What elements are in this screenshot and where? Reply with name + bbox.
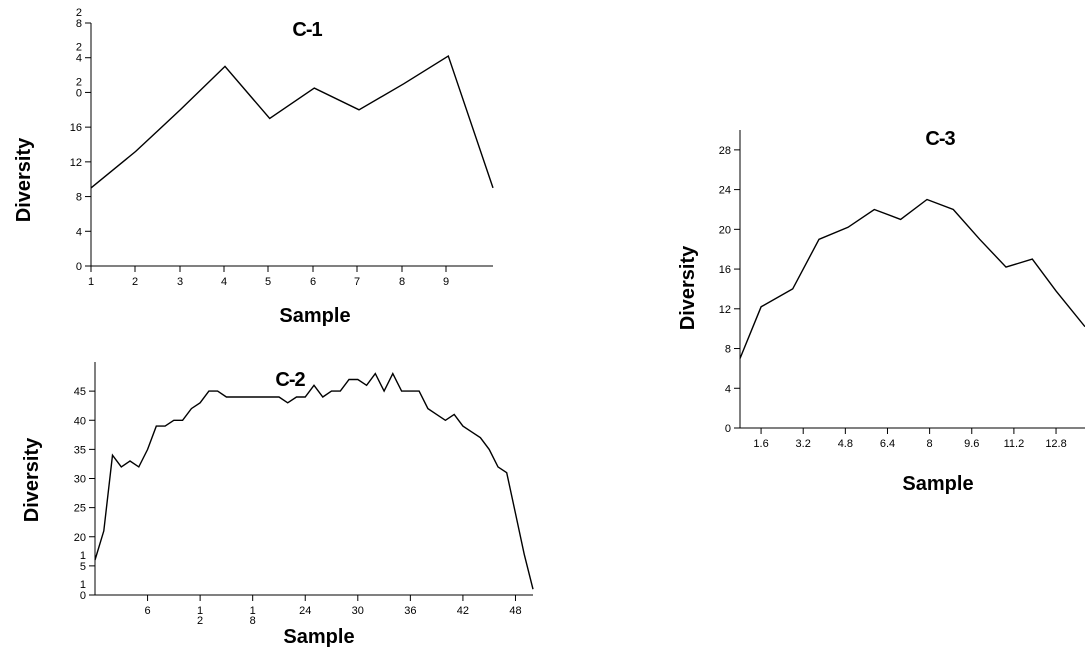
y-tick-label: 40 xyxy=(74,415,86,427)
chart-c2: 1 0 1 5 20 25 30 35 40 45 6 1 2 1 8 24 30 36 42 48 C-2 Sample… xyxy=(21,362,534,648)
series-line xyxy=(94,372,534,590)
series-line xyxy=(90,54,494,189)
x-tick-label: 9.6 xyxy=(964,438,979,450)
x-tick-label: 6.4 xyxy=(880,438,895,450)
y-tick-label: 25 xyxy=(74,503,86,515)
x-tick-label: 7 xyxy=(354,276,360,288)
y-tick-label: 30 xyxy=(74,474,86,486)
y-tick-label: 28 xyxy=(719,145,731,157)
y-tick-label: 20 xyxy=(719,224,731,236)
x-axis-label: Sample xyxy=(283,626,354,648)
y-tick-label: 20 xyxy=(74,532,86,544)
y-tick-label: 35 xyxy=(74,444,86,456)
y-tick-label: 0 xyxy=(725,423,731,435)
chart-c3: 0 4 8 12 16 20 24 28 1.6 3.2 4.8 6.4 8 9.6 11.2 12.8 C-3… xyxy=(677,128,1085,495)
x-tick-label: 3.2 xyxy=(796,438,811,450)
x-axis-label: Sample xyxy=(279,305,350,327)
x-tick-label: 4 xyxy=(221,276,227,288)
y-axis-label: Diversity xyxy=(13,137,35,222)
x-tick-label: 5 xyxy=(265,276,271,288)
y-tick-label: 4 xyxy=(76,226,82,238)
x-tick-label: 4.8 xyxy=(838,438,853,450)
y-tick-label: 16 xyxy=(70,122,82,134)
series-line xyxy=(739,198,1085,359)
x-tick-label: 24 xyxy=(299,605,311,617)
x-tick-label: 2 xyxy=(132,276,138,288)
x-tick-label: 1 xyxy=(88,276,94,288)
x-tick-label: 12.8 xyxy=(1045,438,1066,450)
chart-title: C-2 xyxy=(275,369,305,391)
chart-title: C-3 xyxy=(925,128,955,150)
y-tick-label: 24 xyxy=(719,185,731,197)
y-tick-label: 0 xyxy=(76,261,82,273)
x-tick-label: 6 xyxy=(310,276,316,288)
x-tick-label: 8 xyxy=(927,438,933,450)
x-tick-label: 42 xyxy=(457,605,469,617)
x-tick-label: 30 xyxy=(352,605,364,617)
y-tick-label: 4 xyxy=(725,383,731,395)
x-tick-label: 8 xyxy=(399,276,405,288)
y-tick-label: 16 xyxy=(719,264,731,276)
y-tick-label: 8 xyxy=(76,192,82,204)
y-axis-label: Diversity xyxy=(21,437,43,522)
y-tick-label: 8 xyxy=(725,344,731,356)
x-axis-label: Sample xyxy=(902,473,973,495)
x-tick-label: 6 xyxy=(144,605,150,617)
y-tick-label: 45 xyxy=(74,386,86,398)
x-tick-label: 9 xyxy=(443,276,449,288)
x-tick-label: 11.2 xyxy=(1004,438,1025,450)
y-tick-label: 12 xyxy=(719,304,731,316)
chart-title: C-1 xyxy=(292,19,322,41)
x-tick-label: 48 xyxy=(509,605,521,617)
x-tick-label: 1.6 xyxy=(753,438,768,450)
x-tick-label: 3 xyxy=(177,276,183,288)
y-axis-label: Diversity xyxy=(677,245,699,330)
x-tick-label: 36 xyxy=(404,605,416,617)
y-tick-label: 12 xyxy=(70,157,82,169)
